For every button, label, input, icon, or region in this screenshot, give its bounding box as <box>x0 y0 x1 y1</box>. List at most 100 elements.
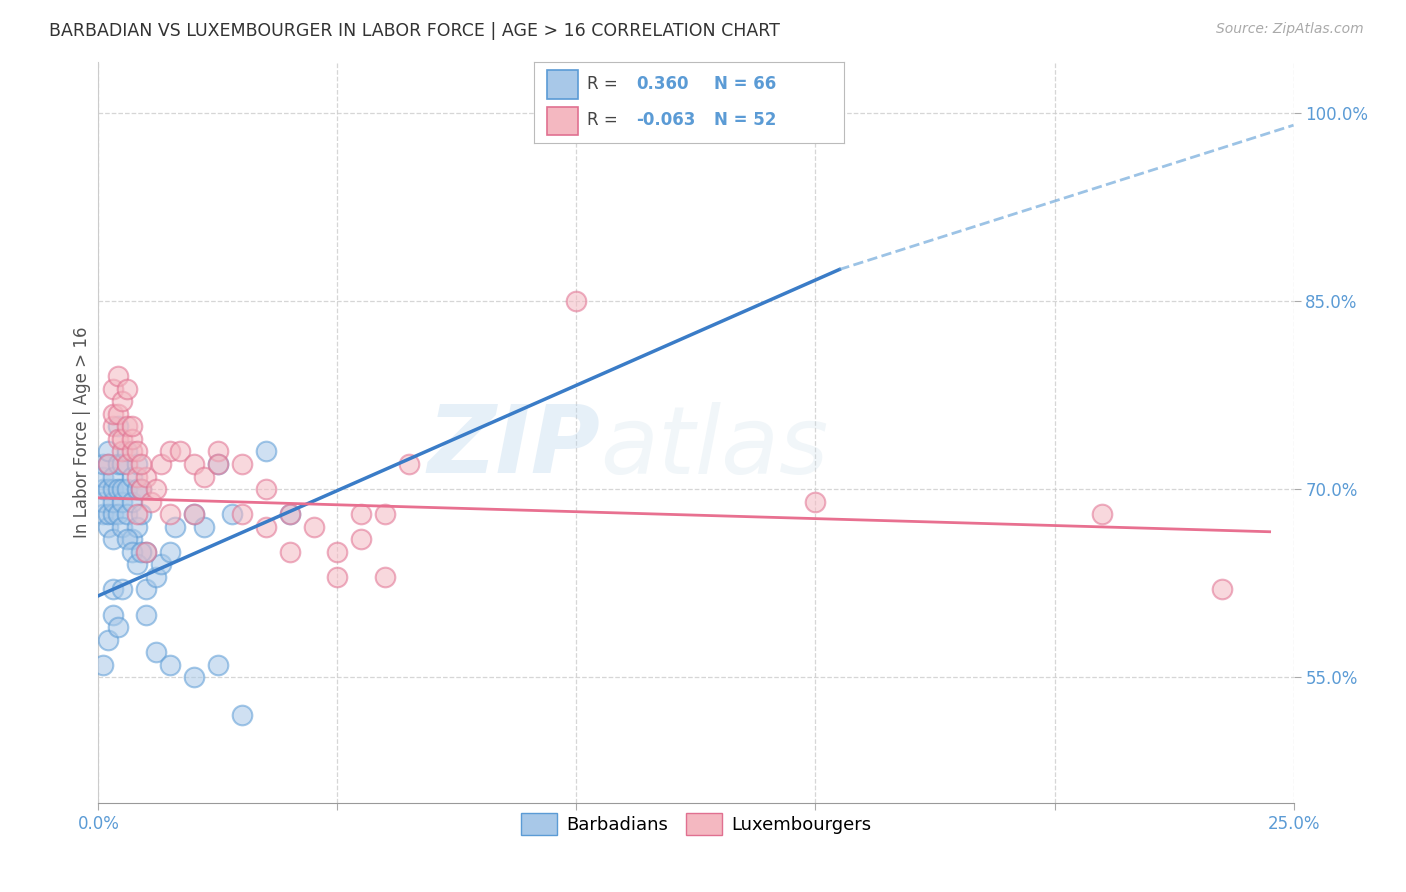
Point <box>111 494 134 508</box>
Point <box>97 457 120 471</box>
Point <box>135 607 157 622</box>
Point <box>193 469 215 483</box>
Point <box>101 582 124 597</box>
Point <box>125 457 148 471</box>
Point <box>97 507 120 521</box>
Point <box>107 369 129 384</box>
Legend: Barbadians, Luxembourgers: Barbadians, Luxembourgers <box>513 805 879 842</box>
Point <box>91 457 114 471</box>
Text: atlas: atlas <box>600 402 828 493</box>
Point <box>115 507 138 521</box>
Point <box>115 382 138 396</box>
Point <box>121 545 143 559</box>
Text: N = 52: N = 52 <box>714 112 776 129</box>
Point <box>221 507 243 521</box>
Point <box>278 507 301 521</box>
Point <box>163 520 186 534</box>
Point <box>107 432 129 446</box>
Point <box>231 708 253 723</box>
Point <box>101 469 124 483</box>
Point <box>131 507 153 521</box>
Point <box>139 494 162 508</box>
Point <box>101 533 124 547</box>
Point <box>125 469 148 483</box>
Point <box>115 444 138 458</box>
Point <box>183 507 205 521</box>
Point <box>101 607 124 622</box>
FancyBboxPatch shape <box>547 70 578 99</box>
Point <box>1211 582 1233 597</box>
Point <box>135 545 157 559</box>
Point <box>125 507 148 521</box>
Point <box>91 482 114 496</box>
Point <box>804 494 827 508</box>
Text: 0.360: 0.360 <box>637 75 689 93</box>
Point <box>159 507 181 521</box>
Point <box>107 419 129 434</box>
Point <box>107 457 129 471</box>
Point <box>350 507 373 521</box>
Point <box>101 407 124 421</box>
Point <box>115 419 138 434</box>
Point <box>565 293 588 308</box>
Point <box>613 105 636 120</box>
Point <box>159 545 181 559</box>
FancyBboxPatch shape <box>547 107 578 135</box>
Point <box>125 482 148 496</box>
Point <box>145 645 167 659</box>
Point <box>207 457 229 471</box>
Point <box>97 444 120 458</box>
Point <box>97 520 120 534</box>
Point <box>101 507 124 521</box>
Point <box>159 444 181 458</box>
Text: N = 66: N = 66 <box>714 75 776 93</box>
Point <box>231 507 253 521</box>
Point <box>115 482 138 496</box>
Point <box>107 482 129 496</box>
Text: ZIP: ZIP <box>427 401 600 493</box>
Point <box>254 482 277 496</box>
Point <box>101 419 124 434</box>
Point <box>135 582 157 597</box>
Text: Source: ZipAtlas.com: Source: ZipAtlas.com <box>1216 22 1364 37</box>
Point <box>121 469 143 483</box>
Text: -0.063: -0.063 <box>637 112 696 129</box>
Point <box>111 457 134 471</box>
Point <box>254 520 277 534</box>
Point <box>111 582 134 597</box>
Point <box>131 457 153 471</box>
Point <box>183 457 205 471</box>
Point <box>91 494 114 508</box>
Point <box>121 533 143 547</box>
Point <box>91 469 114 483</box>
Point <box>254 444 277 458</box>
Point <box>149 457 172 471</box>
Point <box>107 507 129 521</box>
Point <box>326 570 349 584</box>
Point <box>111 432 134 446</box>
Point <box>91 507 114 521</box>
Point <box>193 520 215 534</box>
Point <box>374 507 396 521</box>
Point <box>107 407 129 421</box>
Point <box>111 482 134 496</box>
Point <box>115 457 138 471</box>
Point <box>145 482 167 496</box>
Point <box>135 469 157 483</box>
Point <box>111 444 134 458</box>
Point <box>125 558 148 572</box>
Point <box>350 533 373 547</box>
Point <box>135 545 157 559</box>
Point <box>278 545 301 559</box>
Text: BARBADIAN VS LUXEMBOURGER IN LABOR FORCE | AGE > 16 CORRELATION CHART: BARBADIAN VS LUXEMBOURGER IN LABOR FORCE… <box>49 22 780 40</box>
Point <box>131 482 153 496</box>
Point <box>121 432 143 446</box>
Point <box>121 419 143 434</box>
Point <box>183 670 205 684</box>
Point <box>159 657 181 672</box>
Point <box>149 558 172 572</box>
Point <box>398 457 420 471</box>
Point <box>145 570 167 584</box>
Point <box>97 482 120 496</box>
Point <box>121 444 143 458</box>
